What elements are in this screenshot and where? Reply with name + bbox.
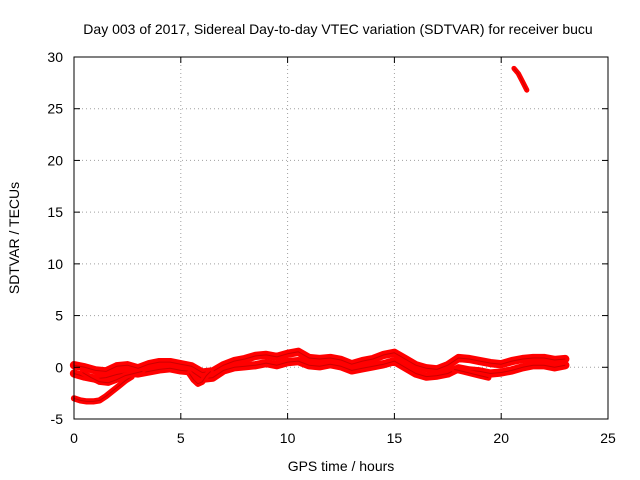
x-tick-label: 25	[600, 430, 616, 446]
x-tick-label: 0	[70, 430, 78, 446]
data-series	[69, 65, 570, 405]
x-tick-label: 20	[493, 430, 509, 446]
chart-title: Day 003 of 2017, Sidereal Day-to-day VTE…	[83, 21, 592, 37]
series-dip-evening-core	[454, 368, 489, 379]
x-tick-label: 5	[177, 430, 185, 446]
y-tick-label: 25	[47, 101, 63, 117]
series-arc-early-lower-core	[73, 376, 132, 402]
y-tick-label: 30	[47, 49, 63, 65]
x-tick-label: 10	[280, 430, 296, 446]
x-axis-label: GPS time / hours	[288, 458, 395, 474]
y-axis-label: SDTVAR / TECUs	[6, 182, 22, 294]
axis-ticks: 0 5 10 15 20 25 -5 0 5 10 15 20 25 30	[47, 49, 616, 446]
series-band-main-lower-core	[73, 360, 566, 380]
y-tick-label: 15	[47, 204, 63, 220]
y-tick-label: 10	[47, 256, 63, 272]
y-tick-label: 5	[55, 308, 63, 324]
y-tick-label: 20	[47, 152, 63, 168]
plot-frame	[73, 56, 609, 420]
series-band-main-upper-core	[73, 351, 566, 373]
y-tick-label: -5	[51, 411, 64, 427]
series-arc-early-mid-core	[82, 370, 143, 384]
series-spike-late-core	[513, 68, 528, 91]
y-tick-label: 0	[55, 359, 63, 375]
series-dip-morning-core	[188, 371, 212, 385]
x-tick-label: 15	[387, 430, 403, 446]
